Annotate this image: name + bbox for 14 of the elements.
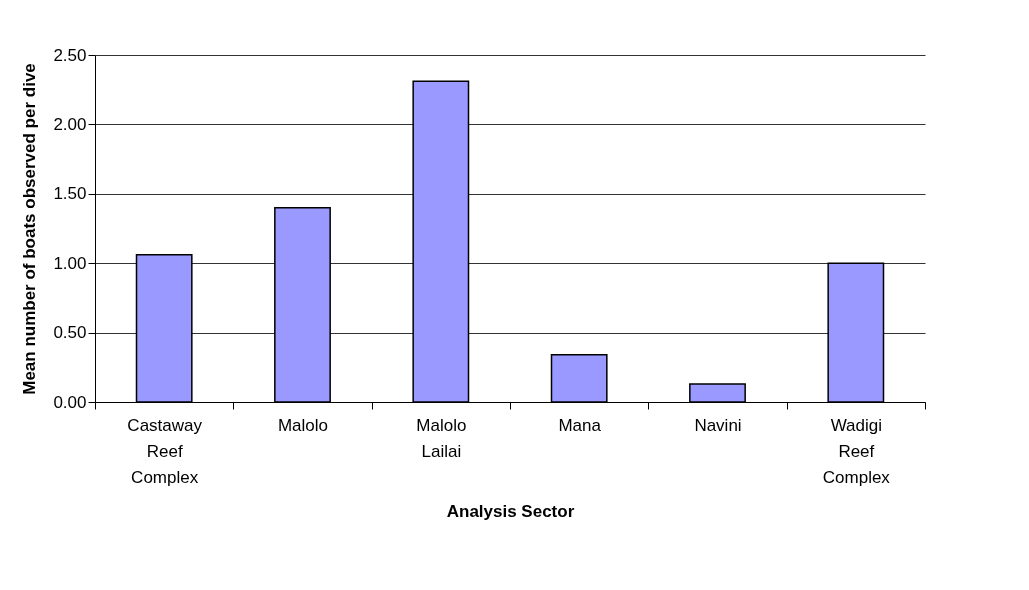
x-axis-title: Analysis Sector xyxy=(446,501,575,521)
x-tick-label: Wadigi Reef Complex xyxy=(822,415,891,487)
y-tick-label: 1.50 xyxy=(53,184,87,204)
x-tick-label: Navini xyxy=(694,415,742,435)
x-tick-label: Malolo Lailai xyxy=(416,415,467,461)
y-tick-label: 2.00 xyxy=(53,114,87,134)
y-tick-label: 2.50 xyxy=(53,45,87,65)
x-tick-label: Castaway Reef Complex xyxy=(127,415,203,487)
y-tick-label: 0.00 xyxy=(53,392,87,412)
y-tick-label: 1.00 xyxy=(53,253,87,273)
x-tick-label: Malolo xyxy=(277,415,329,435)
x-tick-label: Mana xyxy=(558,415,602,435)
y-tick-label: 0.50 xyxy=(53,323,87,343)
y-axis-title: Mean number of boats observed per dive xyxy=(20,63,40,395)
